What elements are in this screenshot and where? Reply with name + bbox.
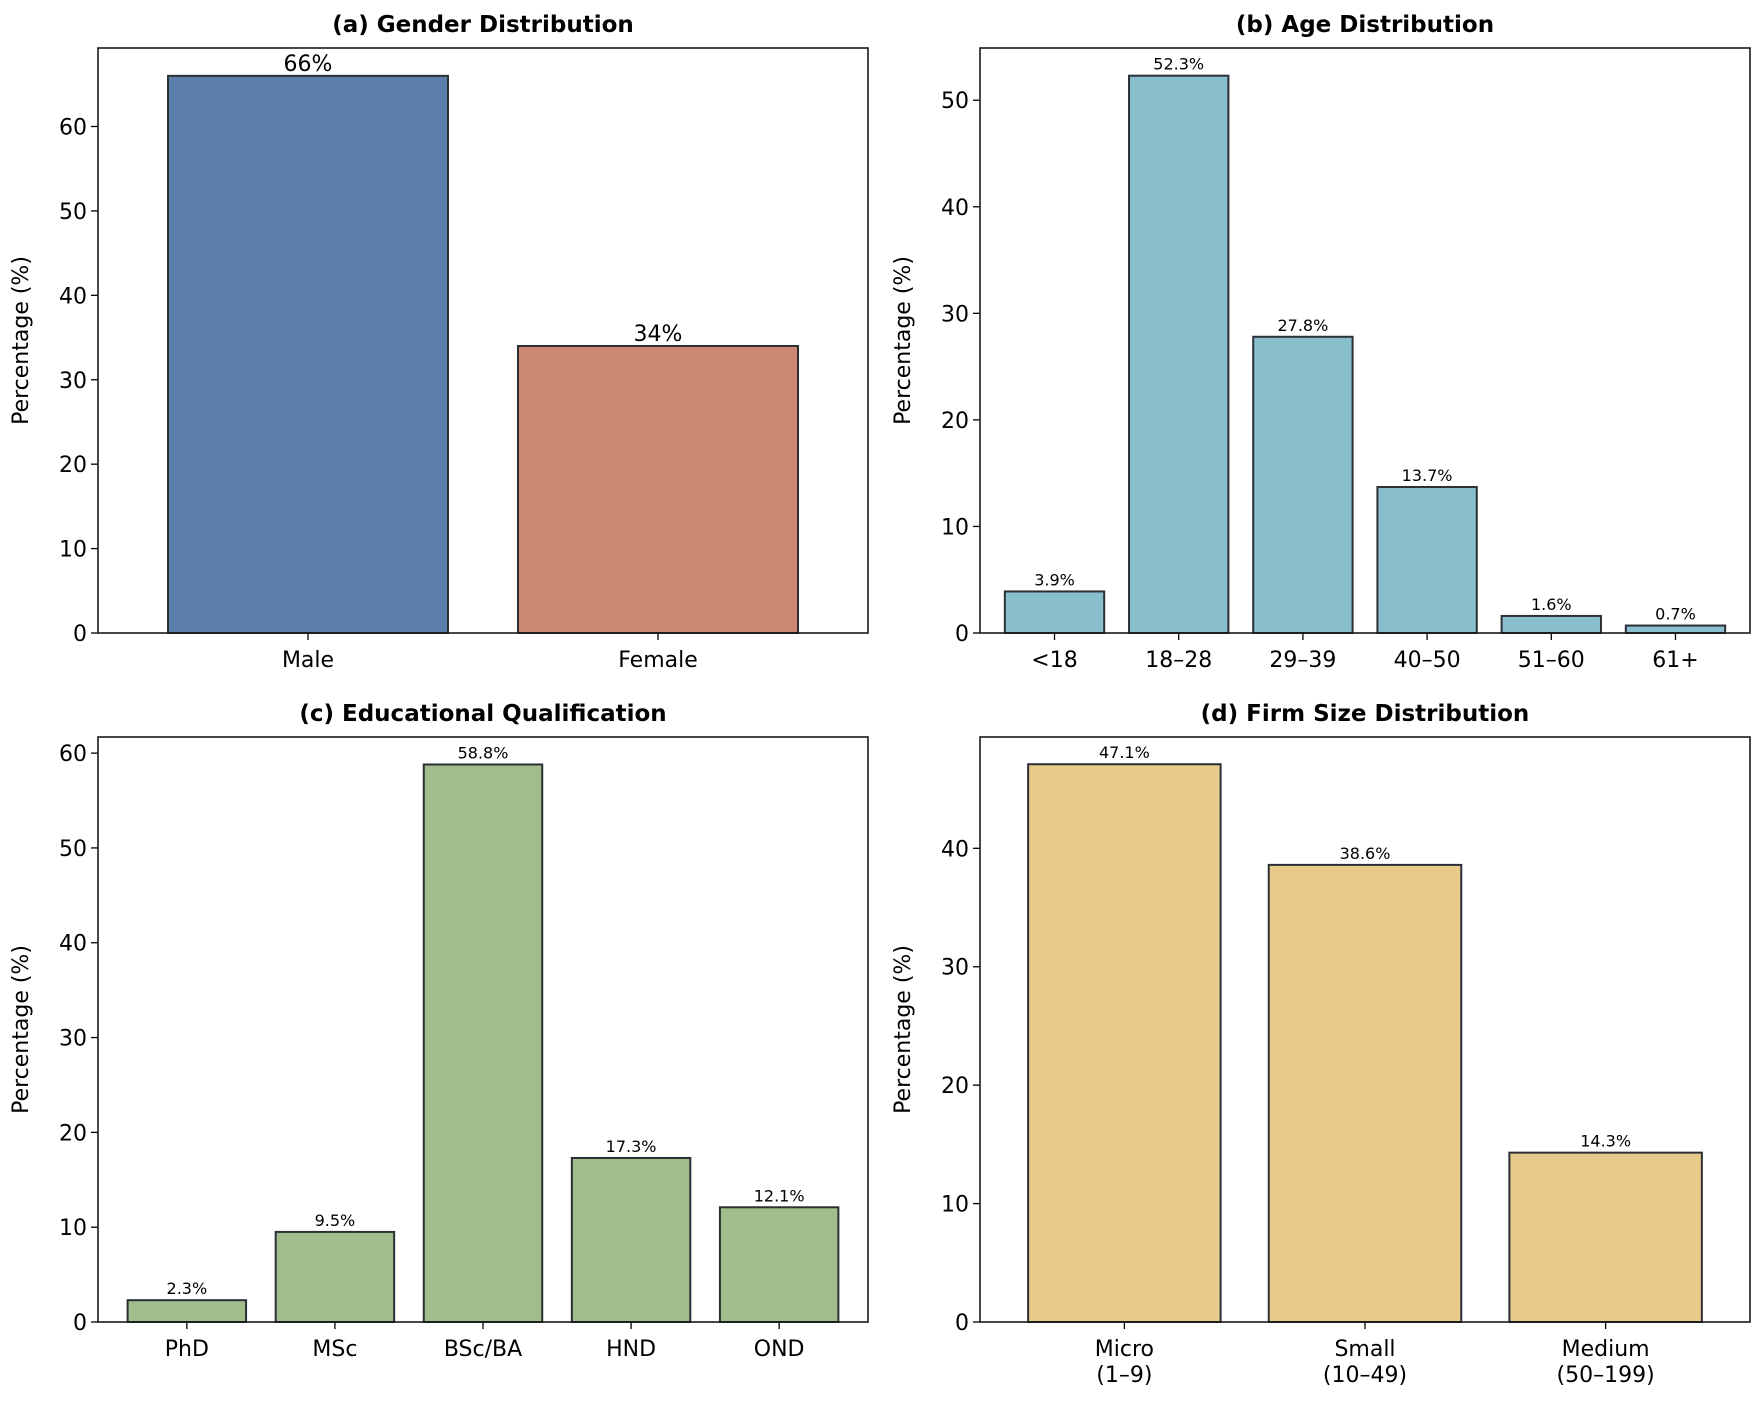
x-tick-label: (1–9) (1096, 1363, 1152, 1388)
y-tick-label: 50 (59, 837, 87, 862)
data-label: 38.6% (1340, 844, 1391, 863)
y-tick-label: 60 (59, 116, 87, 141)
y-tick-label: 30 (59, 369, 87, 394)
data-label: 27.8% (1277, 316, 1328, 335)
bar (1027, 763, 1222, 1323)
axes-frame (979, 736, 1751, 1323)
chart-title: (c) Educational Qualification (299, 701, 666, 727)
x-tick-label: Female (618, 648, 698, 673)
x-tick-label: Medium (1562, 1337, 1650, 1362)
y-tick-label: 30 (941, 956, 969, 981)
y-axis-label: Percentage (%) (891, 256, 916, 425)
y-tick-label: 0 (73, 1311, 87, 1336)
bar (570, 1156, 692, 1323)
data-label: 14.3% (1580, 1132, 1631, 1151)
bar (1376, 486, 1478, 634)
data-label: 47.1% (1099, 743, 1150, 762)
data-label: 9.5% (315, 1211, 356, 1230)
x-tick-label: Small (1334, 1337, 1395, 1362)
data-label: 66% (284, 52, 333, 77)
data-label: 13.7% (1402, 466, 1453, 485)
chart-title: (a) Gender Distribution (332, 12, 634, 38)
chart-panel-2: (c) Educational Qualification Percentage … (9, 701, 869, 1362)
y-tick-label: 0 (955, 622, 969, 647)
bar (1508, 1151, 1703, 1323)
chart-panel-3: (d) Firm Size Distribution Percentage (%)… (891, 701, 1751, 1388)
y-tick-label: 40 (59, 932, 87, 957)
bar (1128, 74, 1230, 635)
x-tick-label: <18 (1031, 648, 1077, 673)
y-tick-label: 0 (73, 622, 87, 647)
bar (1500, 614, 1602, 634)
x-tick-label: (10–49) (1323, 1363, 1407, 1388)
chart-panel-0: (a) Gender Distribution Percentage (%) 0 10… (9, 12, 869, 673)
bar (1267, 863, 1463, 1323)
x-tick-label: MSc (312, 1337, 357, 1362)
y-tick-label: 10 (59, 1216, 87, 1241)
y-tick-label: 0 (955, 1311, 969, 1336)
y-tick-label: 30 (941, 302, 969, 327)
y-tick-label: 50 (941, 89, 969, 114)
bar (517, 344, 799, 634)
y-tick-label: 50 (59, 200, 87, 225)
data-label: 34% (634, 322, 683, 347)
x-tick-label: PhD (165, 1337, 209, 1362)
data-label: 3.9% (1034, 570, 1075, 589)
x-tick-label: (50–199) (1557, 1363, 1655, 1388)
bar (274, 1230, 396, 1324)
y-tick-label: 20 (941, 1074, 969, 1099)
y-tick-label: 30 (59, 1027, 87, 1052)
x-tick-label: 51–60 (1518, 648, 1585, 673)
bar (1624, 624, 1727, 634)
bar (167, 74, 449, 635)
y-axis-label: Percentage (%) (891, 945, 916, 1114)
x-tick-label: 61+ (1652, 648, 1698, 673)
y-tick-label: 40 (59, 284, 87, 309)
data-label: 17.3% (606, 1137, 657, 1156)
data-label: 12.1% (754, 1186, 805, 1205)
x-tick-label: HND (606, 1337, 656, 1362)
x-tick-label: BSc/BA (444, 1337, 522, 1362)
y-tick-label: 40 (941, 837, 969, 862)
x-tick-label: OND (754, 1337, 805, 1362)
chart-title: (b) Age Distribution (1236, 12, 1494, 38)
y-axis-label: Percentage (%) (9, 256, 34, 425)
y-tick-label: 20 (59, 1121, 87, 1146)
chart-panel-1: (b) Age Distribution Percentage (%) 0 10 20 3… (891, 12, 1751, 673)
y-tick-label: 20 (941, 409, 969, 434)
bar (422, 763, 544, 1323)
chart-title: (d) Firm Size Distribution (1201, 701, 1530, 727)
y-axis-label: Percentage (%) (9, 945, 34, 1114)
bar (126, 1299, 248, 1324)
bar (1003, 590, 1106, 635)
data-label: 0.7% (1655, 605, 1696, 624)
x-tick-label: Micro (1095, 1337, 1154, 1362)
y-tick-label: 10 (941, 1193, 969, 1218)
y-tick-label: 40 (941, 196, 969, 221)
y-tick-label: 10 (59, 538, 87, 563)
bar (718, 1206, 840, 1323)
data-label: 1.6% (1531, 595, 1572, 614)
data-label: 52.3% (1153, 55, 1204, 74)
y-tick-label: 60 (59, 742, 87, 767)
axes-frame (97, 736, 869, 1323)
data-label: 2.3% (167, 1279, 208, 1298)
data-label: 58.8% (458, 743, 509, 762)
bar (1252, 335, 1354, 634)
axes-frame (97, 47, 869, 634)
y-tick-label: 10 (941, 515, 969, 540)
x-tick-label: Male (282, 648, 334, 673)
x-tick-label: 40–50 (1394, 648, 1461, 673)
y-tick-label: 20 (59, 453, 87, 478)
x-tick-label: 18–28 (1145, 648, 1212, 673)
axes-frame (979, 47, 1751, 634)
x-tick-label: 29–39 (1269, 648, 1336, 673)
